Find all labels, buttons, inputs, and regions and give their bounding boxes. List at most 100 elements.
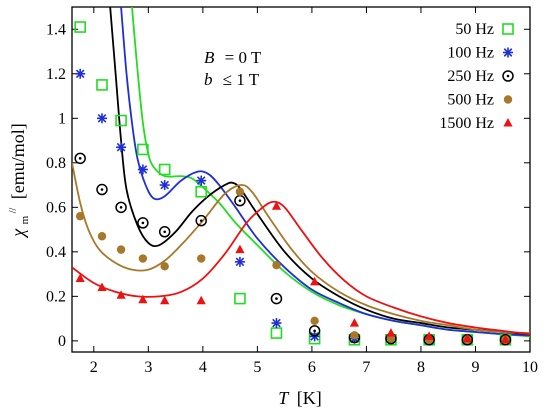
data-point-2 — [308, 325, 321, 337]
data-point-3 — [116, 245, 126, 254]
data-point-2 — [195, 214, 207, 227]
data-point-2 — [158, 226, 171, 238]
data-point-2 — [96, 183, 108, 196]
data-point-3 — [310, 316, 319, 326]
marker-circle — [138, 254, 148, 263]
data-point-0 — [234, 292, 246, 305]
marker-dot — [275, 297, 278, 300]
marker-triangle — [235, 244, 245, 254]
data-point-2 — [74, 152, 86, 165]
marker-stroke — [235, 257, 245, 267]
marker-dot — [100, 188, 104, 191]
data-point-3 — [350, 331, 359, 340]
marker-square — [195, 185, 208, 198]
marker-dot — [506, 74, 510, 78]
data-point-4 — [75, 273, 85, 283]
marker-stroke — [97, 113, 107, 123]
marker-dot — [313, 329, 316, 333]
marker-circle — [197, 254, 206, 263]
svg-text:B = 0 T: B = 0 T — [204, 48, 262, 67]
y-axis-unit: [emu/mol] — [8, 123, 28, 199]
marker-stroke — [116, 142, 126, 152]
marker-triangle — [97, 282, 107, 291]
x-tick-label: 8 — [417, 359, 425, 376]
y-axis-subscript: m — [19, 215, 31, 224]
y-tick-label: 0.8 — [46, 155, 66, 172]
legend-marker-3 — [503, 95, 513, 104]
marker-ring — [137, 217, 149, 229]
marker-ring — [158, 226, 171, 238]
marker-dot — [141, 221, 145, 225]
data-point-1 — [196, 175, 207, 186]
y-axis-symbol: χ — [8, 228, 28, 239]
marker-circle — [503, 95, 513, 104]
marker-dot — [78, 157, 82, 160]
marker-triangle — [75, 273, 85, 283]
x-tick-label: 2 — [90, 359, 98, 376]
x-tick-label: 10 — [522, 359, 538, 376]
marker-ring — [195, 214, 207, 227]
data-points — [74, 21, 512, 346]
data-point-2 — [115, 201, 127, 214]
annotation-probe-symbol: b — [204, 70, 213, 89]
data-point-3 — [272, 260, 281, 270]
marker-circle — [310, 316, 319, 326]
marker-ring — [270, 292, 283, 305]
marker-square — [96, 79, 108, 91]
marker-triangle — [424, 331, 434, 340]
marker-circle — [160, 262, 169, 271]
annotation-probe-value: ≤ 1 T — [223, 70, 260, 89]
data-point-4 — [160, 295, 170, 305]
y-axis-superscript: // — [8, 208, 19, 214]
marker-circle — [97, 232, 107, 241]
marker-dot — [238, 199, 242, 202]
x-tick-label: 7 — [362, 359, 370, 376]
y-tick-label: 0.6 — [46, 199, 66, 216]
data-point-1 — [75, 68, 86, 79]
plot-frame — [71, 6, 531, 353]
data-point-3 — [75, 212, 85, 221]
marker-circle — [350, 331, 359, 340]
data-point-4 — [424, 331, 434, 340]
marker-circle — [272, 260, 281, 270]
x-tick-label: 4 — [199, 359, 207, 376]
legend-marker-1 — [503, 47, 513, 58]
marker-triangle — [116, 290, 126, 299]
data-point-2 — [234, 194, 246, 207]
marker-ring — [96, 183, 108, 196]
data-point-2 — [270, 292, 283, 305]
marker-stroke — [138, 165, 148, 174]
data-point-4 — [386, 328, 396, 337]
x-tick-label: 6 — [308, 359, 316, 376]
data-point-3 — [138, 254, 148, 263]
fit-curves — [72, 7, 530, 338]
data-point-4 — [310, 276, 320, 286]
data-point-1 — [116, 142, 127, 153]
data-point-4 — [349, 318, 360, 327]
data-point-4 — [138, 294, 148, 304]
data-point-4 — [462, 333, 472, 343]
data-point-0 — [74, 21, 86, 33]
marker-triangle — [503, 118, 513, 127]
marker-stroke — [75, 69, 85, 79]
legend-marker-2 — [502, 70, 514, 82]
marker-stroke — [503, 48, 513, 57]
x-tick-label: 3 — [144, 359, 152, 376]
marker-triangle — [462, 333, 472, 343]
x-tick-label: 5 — [253, 359, 261, 376]
y-tick-label: 1.2 — [46, 66, 66, 83]
x-tick-label: 9 — [471, 359, 479, 376]
data-point-0 — [195, 185, 208, 198]
marker-ring — [74, 152, 86, 165]
x-axis-symbol: T — [278, 388, 290, 408]
legend: 50 Hz 100 Hz 250 Hz 500 Hz 1500 Hz — [439, 21, 514, 132]
marker-triangle — [310, 276, 320, 286]
axis-ticks: 2 3 4 5 6 7 8 9 10 0 0.2 0.4 0.6 0.8 1 1.2 1.4 — [46, 7, 538, 376]
annotation: B = 0 T b ≤ 1 T — [204, 48, 262, 89]
data-point-0 — [96, 79, 108, 91]
marker-dot — [163, 230, 166, 234]
data-point-1 — [271, 318, 282, 329]
marker-square — [137, 143, 149, 156]
data-point-1 — [96, 113, 107, 124]
